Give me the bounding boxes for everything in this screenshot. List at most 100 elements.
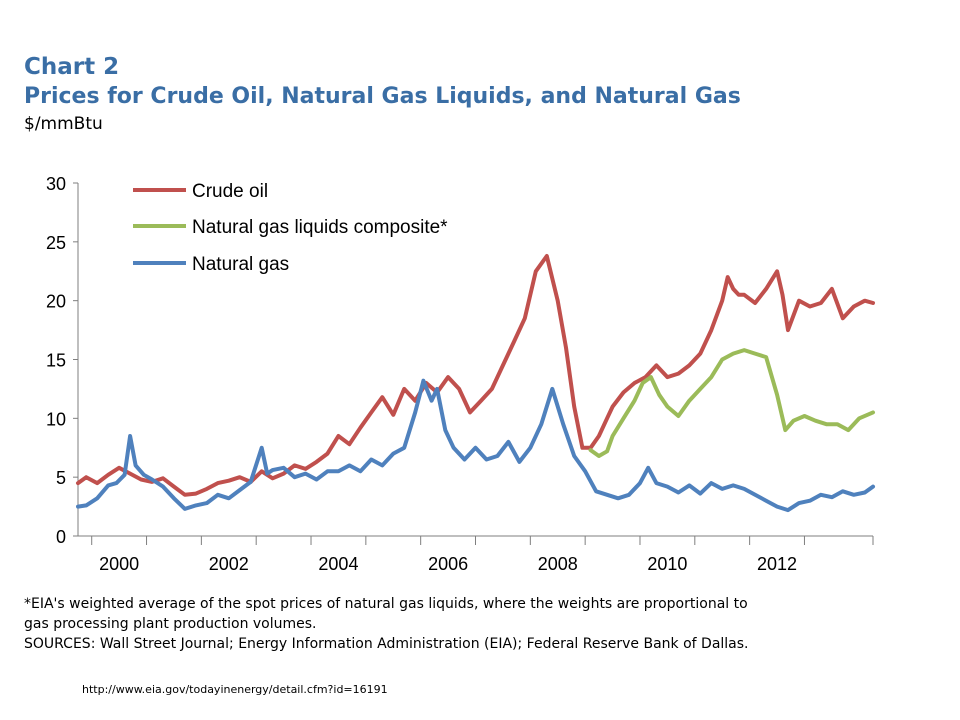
data-point xyxy=(687,483,691,487)
data-point xyxy=(238,475,242,479)
data-point xyxy=(336,469,340,473)
data-point xyxy=(293,475,297,479)
line-chart: 0 5 10 15 20 25 30 2000 2002 2004 2006 2008 2010 2012… xyxy=(46,174,875,574)
data-point xyxy=(597,434,601,438)
data-point xyxy=(611,434,615,438)
data-point xyxy=(117,466,121,470)
data-point xyxy=(742,348,746,352)
data-point xyxy=(227,479,231,483)
x-tick-label: 2012 xyxy=(757,554,797,574)
data-point xyxy=(753,352,757,356)
chart-axes: 0 5 10 15 20 25 30 2000 2002 2004 2006 2008 2010 2012 xyxy=(46,174,874,574)
data-point xyxy=(347,442,351,446)
data-point xyxy=(358,469,362,473)
data-point xyxy=(517,460,521,464)
data-point xyxy=(84,475,88,479)
data-point xyxy=(819,493,823,497)
data-point xyxy=(106,483,110,487)
data-point xyxy=(443,428,447,432)
data-point xyxy=(326,452,329,456)
data-point xyxy=(545,254,549,258)
data-point xyxy=(271,468,275,472)
data-point xyxy=(205,487,209,491)
data-point xyxy=(293,463,297,467)
data-point xyxy=(402,446,406,450)
data-point xyxy=(665,375,669,379)
data-point xyxy=(128,472,132,476)
data-point xyxy=(808,499,812,503)
data-point xyxy=(161,485,165,489)
data-point xyxy=(797,501,801,505)
data-point xyxy=(605,416,609,420)
source-url[interactable]: http://www.eia.gov/todayinenergy/detail.… xyxy=(82,683,388,696)
data-point xyxy=(627,493,631,497)
data-point xyxy=(775,269,779,273)
data-point xyxy=(709,375,713,379)
data-point xyxy=(871,301,875,305)
data-point xyxy=(161,476,165,480)
data-point xyxy=(709,328,713,332)
data-point xyxy=(564,346,568,350)
data-point xyxy=(698,492,702,496)
data-point xyxy=(698,387,702,391)
chart-header: Chart 2 Prices for Crude Oil, Natural Ga… xyxy=(24,52,741,136)
data-point xyxy=(641,381,645,385)
data-point xyxy=(792,419,795,423)
data-point xyxy=(315,460,318,464)
data-point xyxy=(123,473,127,477)
data-point xyxy=(216,493,220,497)
chart-number: Chart 2 xyxy=(24,54,120,80)
data-point xyxy=(638,481,642,485)
data-point xyxy=(358,426,362,430)
data-point xyxy=(391,413,395,417)
data-point xyxy=(665,485,669,489)
data-point xyxy=(490,387,494,391)
data-point xyxy=(534,269,538,273)
data-point xyxy=(183,507,187,511)
data-point xyxy=(737,293,741,297)
data-point xyxy=(687,363,691,367)
data-point xyxy=(687,399,691,403)
data-point xyxy=(347,463,351,467)
data-point xyxy=(819,301,823,305)
data-point xyxy=(742,293,746,297)
data-point xyxy=(512,340,516,344)
data-point xyxy=(786,508,790,512)
data-point xyxy=(709,481,713,485)
x-tick-label: 2008 xyxy=(538,554,578,574)
legend-label-2: Natural gas xyxy=(192,254,289,275)
series-line-0 xyxy=(76,254,875,497)
data-point xyxy=(611,405,615,409)
data-point xyxy=(495,454,499,458)
data-point xyxy=(863,299,867,303)
sources-line: SOURCES: Wall Street Journal; Energy Inf… xyxy=(24,636,749,652)
data-point xyxy=(720,487,724,491)
data-point xyxy=(249,480,253,484)
data-point xyxy=(742,487,746,491)
data-point xyxy=(654,363,658,367)
data-point xyxy=(720,299,724,303)
series-points-2 xyxy=(76,379,875,512)
data-point xyxy=(622,390,625,394)
data-point xyxy=(676,414,680,418)
data-point xyxy=(830,287,834,291)
data-point xyxy=(430,399,434,403)
data-point xyxy=(657,393,661,397)
data-point xyxy=(238,488,242,492)
data-point xyxy=(830,495,834,499)
data-point xyxy=(781,293,784,297)
data-point xyxy=(824,422,828,426)
chart-notes: *EIA's weighted average of the spot pric… xyxy=(24,594,934,654)
y-unit-label: $/mmBtu xyxy=(24,114,103,134)
data-point xyxy=(633,399,636,403)
data-point xyxy=(134,463,138,467)
series-points-1 xyxy=(589,348,875,458)
data-point xyxy=(871,485,875,489)
data-point xyxy=(260,469,264,473)
data-point xyxy=(84,503,88,507)
data-point xyxy=(622,416,625,420)
y-tick-label: 10 xyxy=(46,409,66,429)
data-point xyxy=(572,454,576,458)
data-point xyxy=(391,452,395,456)
data-point xyxy=(528,446,532,450)
